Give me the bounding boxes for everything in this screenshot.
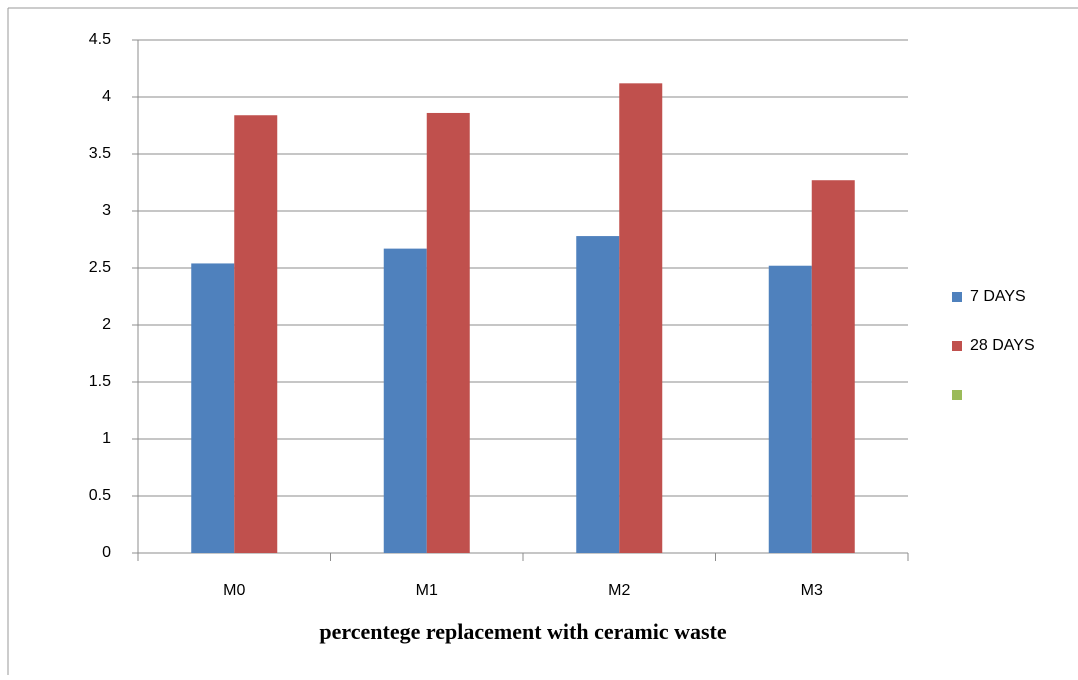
y-tick-label: 2	[102, 316, 111, 333]
y-tick-label: 0.5	[89, 487, 111, 504]
legend-swatch	[952, 390, 962, 400]
legend-label: 28 DAYS	[970, 337, 1035, 354]
bar	[768, 265, 812, 553]
bar	[383, 248, 427, 553]
bar	[234, 115, 278, 554]
bar	[811, 180, 855, 553]
legend-swatch	[952, 341, 962, 351]
y-tick-label: 1.5	[89, 373, 111, 390]
legend-label: 7 DAYS	[970, 288, 1026, 305]
legend-swatch	[952, 292, 962, 302]
y-tick-label: 3.5	[89, 145, 111, 162]
x-tick-label: M0	[223, 582, 245, 599]
x-tick-label: M2	[608, 582, 630, 599]
bar	[576, 236, 620, 553]
bar	[191, 263, 235, 553]
x-tick-label: M3	[801, 582, 823, 599]
y-tick-label: 1	[102, 430, 111, 447]
x-tick-label: M1	[416, 582, 438, 599]
bar	[619, 83, 663, 553]
y-tick-label: 0	[102, 544, 111, 561]
y-tick-label: 4.5	[89, 31, 111, 48]
bar	[426, 112, 470, 554]
y-tick-label: 2.5	[89, 259, 111, 276]
y-tick-label: 3	[102, 202, 111, 219]
x-axis-title: percentege replacement with ceramic wast…	[319, 619, 726, 644]
y-tick-label: 4	[102, 88, 111, 105]
